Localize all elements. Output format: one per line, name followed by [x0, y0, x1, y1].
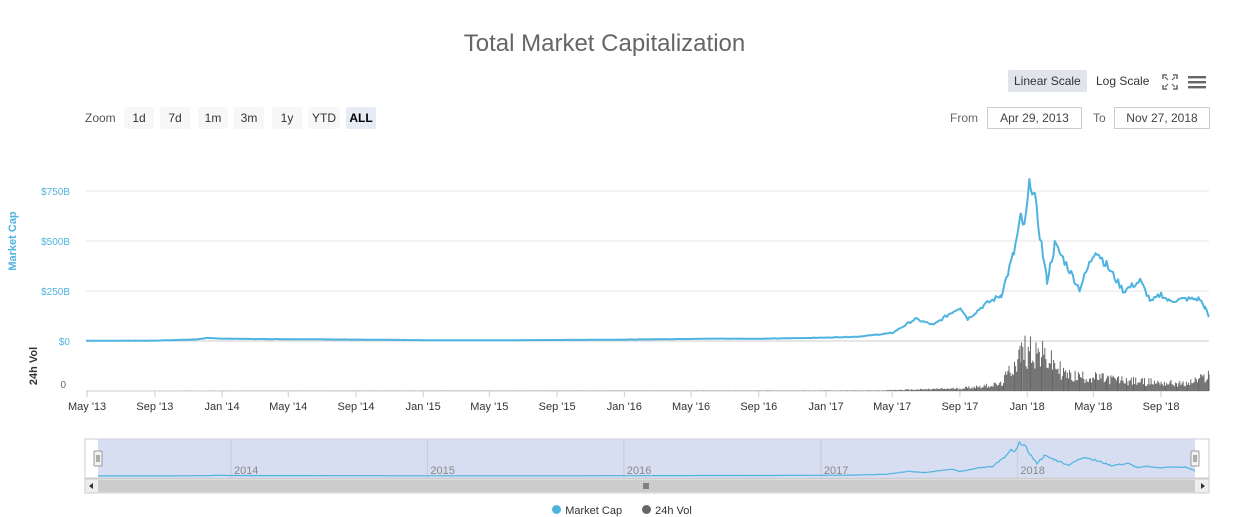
legend-label: 24h Vol — [655, 505, 692, 517]
vol-axis-label: 24h Vol — [28, 347, 40, 385]
legend[interactable]: Market Cap 24h Vol — [0, 505, 1244, 517]
x-tick-label: Sep '18 — [1143, 401, 1180, 413]
x-tick-label: Jan '14 — [205, 401, 240, 413]
x-tick-label: Jan '15 — [406, 401, 441, 413]
zoom-button-1d[interactable]: 1d — [124, 107, 154, 129]
x-tick-label: May '18 — [1074, 401, 1112, 413]
x-tick-label: Sep '15 — [539, 401, 576, 413]
navigator-series-line — [98, 440, 1196, 477]
zoom-button-1y[interactable]: 1y — [272, 107, 302, 129]
navigator-handle-left[interactable] — [93, 450, 103, 467]
zoom-button-3m[interactable]: 3m — [234, 107, 264, 129]
legend-item[interactable]: Market Cap — [552, 505, 622, 517]
y-tick-label: $0 — [59, 337, 71, 348]
chart-title: Total Market Capitalization — [463, 30, 746, 57]
legend-marker — [642, 505, 652, 514]
x-tick-label: May '16 — [672, 401, 710, 413]
to-label: To — [1093, 111, 1106, 125]
y-axis-label: Market Cap — [7, 211, 19, 271]
x-tick-label: Sep '16 — [740, 401, 777, 413]
x-tick-label: May '13 — [68, 401, 106, 413]
navigator-year-label: 2014 — [234, 465, 258, 477]
x-tick-label: May '15 — [470, 401, 508, 413]
zoom-button-1m[interactable]: 1m — [198, 107, 228, 129]
x-tick-label: Sep '17 — [941, 401, 978, 413]
navigator-year-label: 2015 — [430, 465, 454, 477]
series-line-market-cap — [86, 178, 1210, 342]
vol-tick-label: 0 — [60, 380, 66, 391]
x-tick-label: May '17 — [873, 401, 911, 413]
x-tick-label: Jan '18 — [1010, 401, 1045, 413]
y-tick-label: $250B — [41, 287, 70, 298]
scroll-left-arrow[interactable] — [89, 483, 93, 489]
x-tick-label: Jan '17 — [808, 401, 843, 413]
linear-scale-button[interactable]: Linear Scale — [1008, 70, 1087, 92]
x-tick-label: Sep '14 — [338, 401, 375, 413]
navigator-year-label: 2017 — [824, 465, 848, 477]
navigator-year-label: 2016 — [627, 465, 651, 477]
x-tick-label: Sep '13 — [136, 401, 173, 413]
legend-item[interactable]: 24h Vol — [642, 505, 692, 517]
scroll-right-arrow[interactable] — [1201, 483, 1205, 489]
navigator-year-label: 2018 — [1020, 465, 1044, 477]
y-tick-label: $750B — [41, 187, 70, 198]
zoom-label: Zoom — [85, 111, 116, 125]
series-bars-24h-vol — [153, 335, 1210, 391]
y-tick-label: $500B — [41, 237, 70, 248]
legend-label: Market Cap — [565, 505, 623, 517]
zoom-button-7d[interactable]: 7d — [160, 107, 190, 129]
legend-marker — [552, 505, 562, 514]
menu-icon[interactable] — [1188, 74, 1206, 90]
navigator-handle-right[interactable] — [1190, 450, 1200, 467]
fullscreen-icon[interactable] — [1162, 74, 1178, 90]
from-label: From — [950, 111, 978, 125]
to-date-input[interactable]: Nov 27, 2018 — [1114, 107, 1210, 129]
from-date-input[interactable]: Apr 29, 2013 — [987, 107, 1082, 129]
x-tick-label: May '14 — [269, 401, 307, 413]
x-tick-label: Jan '16 — [607, 401, 642, 413]
log-scale-button[interactable]: Log Scale — [1096, 74, 1150, 88]
zoom-button-ytd[interactable]: YTD — [308, 107, 340, 129]
navigator-selection — [98, 439, 1195, 478]
zoom-button-all[interactable]: ALL — [346, 107, 376, 129]
